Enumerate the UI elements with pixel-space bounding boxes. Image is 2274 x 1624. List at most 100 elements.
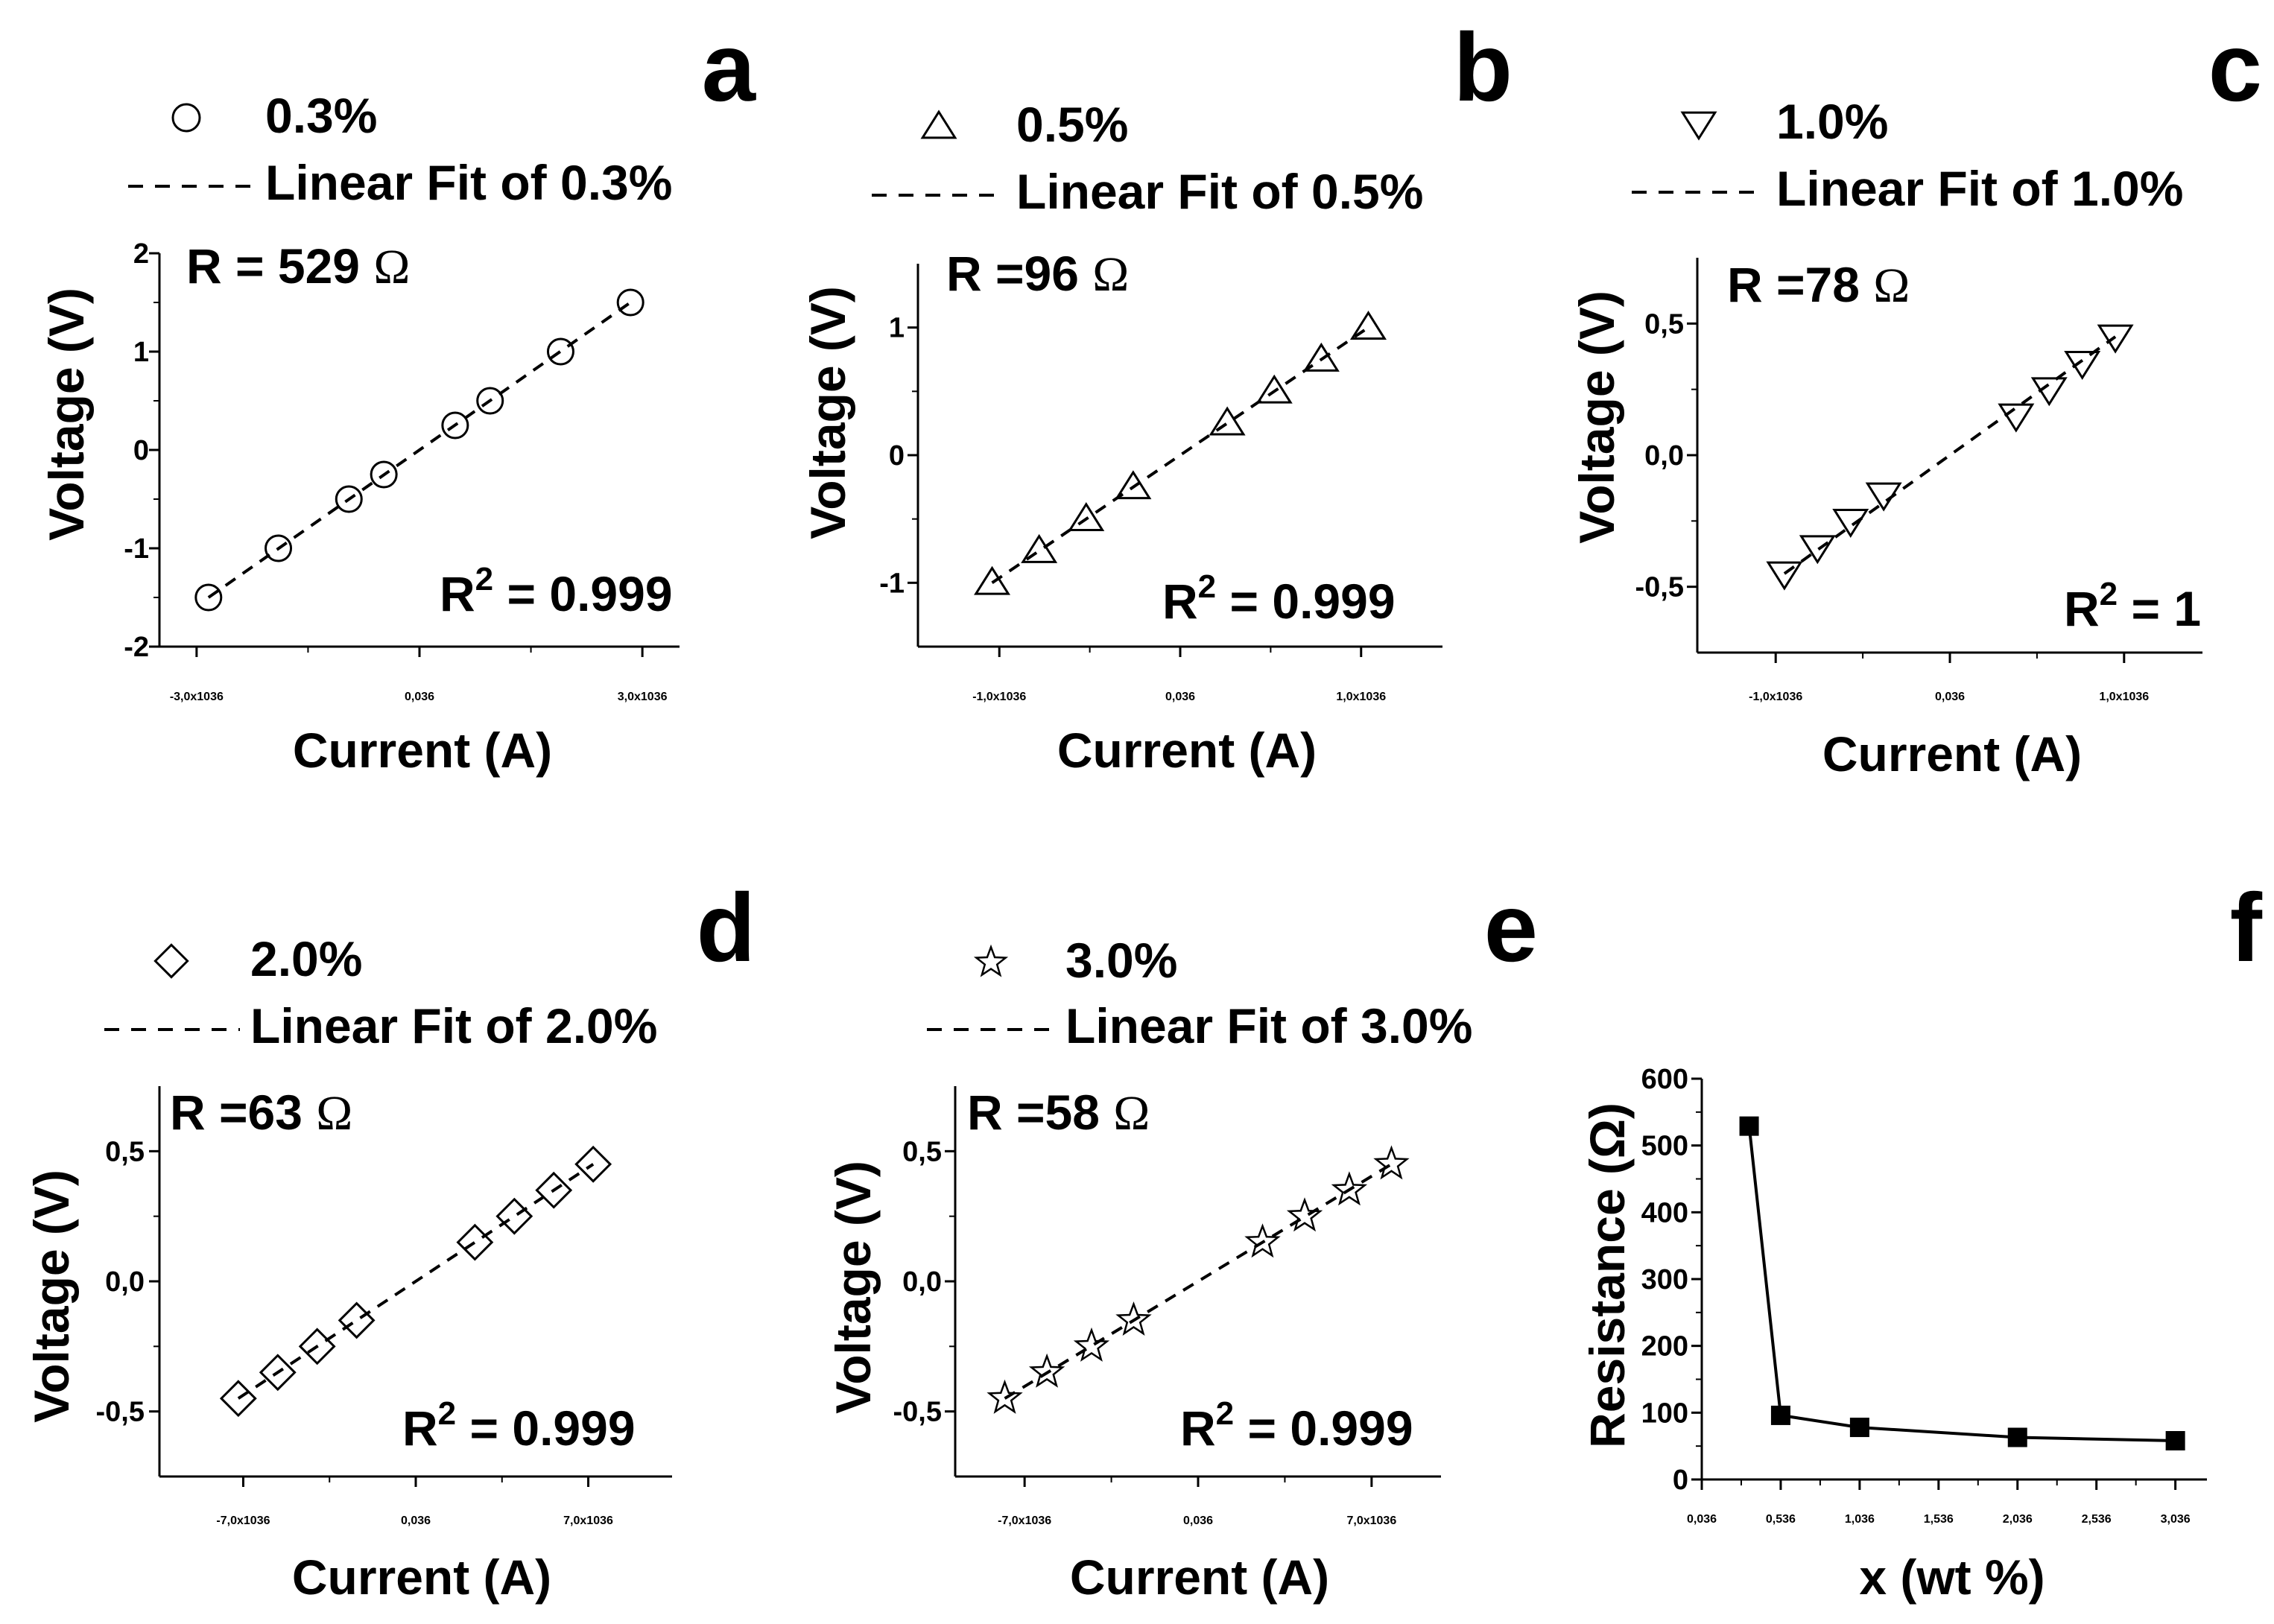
data-point: [1865, 482, 1902, 512]
y-tick-label: 0,0: [1644, 440, 1684, 472]
data-point: [535, 1171, 573, 1209]
data-point: [2064, 350, 2101, 380]
[object SVGGElement]-exponent: 36: [2135, 691, 2149, 703]
x-axis-label: Current (A): [293, 723, 552, 778]
y-tick-label: 0,0: [902, 1266, 942, 1298]
r-squared-superscript: 2: [2100, 576, 2118, 612]
[object SVGGElement]-mantissa: 3,0x10: [618, 691, 654, 703]
ohm-symbol: Ω: [1113, 1086, 1150, 1141]
r-squared-prefix: R: [402, 1401, 438, 1456]
data-point: [1286, 1197, 1323, 1232]
[object SVGGElement]-exponent: 36: [210, 691, 224, 703]
data-point: [298, 1328, 336, 1366]
data-point: [1255, 374, 1293, 404]
[object SVGGElement]: 0,536: [1766, 1513, 1796, 1526]
y-tick-label: 200: [1641, 1331, 1688, 1363]
[object SVGGElement]-exponent: 36: [257, 1514, 270, 1527]
fit-line: [991, 326, 1369, 584]
data-point: [1766, 561, 1803, 591]
resistance-label: R =63 Ω: [170, 1085, 352, 1141]
data-point: [259, 1354, 297, 1392]
r-squared-value: = 0.999: [1234, 1401, 1413, 1456]
[object SVGGElement]: -7,0x1036: [998, 1514, 1051, 1527]
y-axis-label: Voltage (V): [1569, 291, 1624, 544]
y-tick-label: 0,0: [105, 1266, 145, 1298]
[object SVGGElement]: 1,536: [1924, 1513, 1954, 1526]
[object SVGGElement]-mantissa: 0,0: [405, 691, 421, 703]
fit-line: [1004, 1163, 1393, 1400]
legend-series-label: 0.5%: [1016, 97, 1128, 152]
panel-letter: f: [2230, 873, 2263, 982]
data-point: [986, 1379, 1023, 1414]
ohm-symbol: Ω: [373, 240, 410, 294]
legend-marker: [920, 110, 957, 139]
data-point: [1244, 1223, 1281, 1258]
y-tick-label: 500: [1641, 1131, 1688, 1162]
y-tick-label: 300: [1641, 1264, 1688, 1295]
data-point: [338, 1301, 376, 1339]
[object SVGGElement]-mantissa: 7,0x10: [563, 1514, 600, 1527]
[object SVGGElement]: 2,036: [2003, 1513, 2033, 1526]
y-tick-label: -0,5: [1635, 572, 1684, 603]
y-tick-label: 1: [133, 337, 149, 368]
[object SVGGElement]: 0,036: [1935, 691, 1965, 703]
[object SVGGElement]-mantissa: -7,0x10: [216, 1514, 256, 1527]
[object SVGGElement]-exponent: 36: [2177, 1513, 2191, 1526]
[object SVGGElement]: 3,0x1036: [618, 691, 668, 703]
data-point: [2007, 1427, 2027, 1447]
r-squared-prefix: R: [2064, 581, 2100, 636]
y-tick-label: 400: [1641, 1197, 1688, 1228]
panel-letter: a: [702, 13, 757, 121]
fit-line: [207, 301, 632, 599]
panel-letter: e: [1484, 873, 1538, 982]
data-point: [2097, 324, 2134, 354]
x-axis-label: Current (A): [1822, 726, 2082, 781]
data-point: [1021, 533, 1058, 563]
r-squared-superscript: 2: [1198, 568, 1216, 605]
panel-d: d 0,5 0,0 -0,5 Current (A) Voltage (V) 2.0% Lin…: [24, 873, 756, 1605]
resistance-label: R =78 Ω: [1727, 257, 1910, 313]
[object SVGGElement]-exponent: 36: [417, 1514, 431, 1527]
resistance-label: R =58 Ω: [967, 1085, 1150, 1141]
r-squared-prefix: R: [440, 566, 475, 621]
y-tick-label: 0: [1673, 1465, 1688, 1496]
y-axis-label: Voltage (V): [800, 286, 855, 539]
data-point: [616, 288, 644, 317]
data-point: [1068, 502, 1105, 532]
[object SVGGElement]-exponent: 36: [1038, 1514, 1051, 1527]
[object SVGGElement]-exponent: 36: [1782, 1513, 1796, 1526]
[object SVGGElement]: 1,0x1036: [1336, 691, 1386, 703]
legend-series-label: 2.0%: [250, 931, 362, 986]
r-squared-value: = 0.999: [456, 1401, 635, 1456]
y-tick-label: -1: [124, 533, 149, 565]
r-squared-value: = 0.999: [493, 566, 672, 621]
legend-marker: [1680, 111, 1717, 141]
[object SVGGElement]-exponent: 36: [1383, 1514, 1396, 1527]
[object SVGGElement]: 1,0x1036: [2099, 691, 2149, 703]
[object SVGGElement]-exponent: 36: [1951, 691, 1965, 703]
r-squared-label: R2 = 0.999: [440, 561, 673, 621]
[object SVGGElement]-exponent: 36: [1200, 1514, 1213, 1527]
data-point: [1331, 1171, 1368, 1206]
legend-fit-label: Linear Fit of 3.0%: [1065, 998, 1472, 1053]
r-squared-superscript: 2: [475, 561, 493, 597]
data-point: [495, 1197, 533, 1235]
panel-e: e 0,5 0,0 -0,5 Current (A) Voltage (V) 3.0% Lin…: [826, 873, 1538, 1605]
data-point: [2165, 1430, 2185, 1450]
y-tick-label: 1: [889, 313, 905, 344]
[object SVGGElement]-exponent: 36: [1182, 691, 1195, 703]
legend-series-label: 0.3%: [265, 88, 377, 143]
[object SVGGElement]: -7,0x1036: [216, 1514, 270, 1527]
y-axis-label: Voltage (V): [24, 1170, 79, 1423]
data-point: [1115, 1301, 1152, 1336]
y-tick-label: 600: [1641, 1064, 1688, 1095]
fit-line: [1783, 335, 2117, 575]
resistance-label: R =96 Ω: [946, 246, 1129, 302]
r-squared-label: R2 = 0.999: [1162, 568, 1396, 629]
data-point: [219, 1380, 257, 1418]
data-point: [456, 1223, 494, 1261]
[object SVGGElement]-mantissa: 2,0: [2003, 1513, 2019, 1526]
panel-c: c 0,5 0,0 -0,5 Current (A) Voltage (V) 1.0% Lin…: [1569, 13, 2262, 781]
data-point: [194, 583, 223, 612]
